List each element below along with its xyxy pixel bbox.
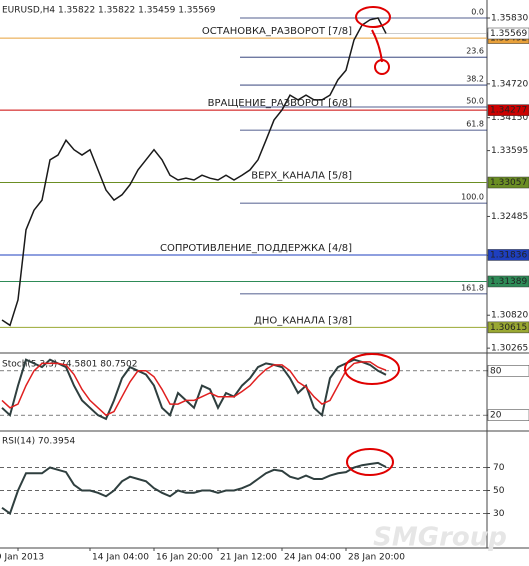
price-box	[487, 321, 529, 334]
series-line	[1, 358, 387, 421]
price-box-label: 1.31836	[490, 250, 527, 260]
level-name: ВЕРХ_КАНАЛА [5/8]	[251, 171, 352, 182]
highlight-circle	[355, 6, 391, 28]
x-tick-label: 16 Jan 20:00	[156, 553, 213, 563]
level-name: ДНО_КАНАЛА [3/8]	[254, 315, 352, 326]
price-box-label: 1.34277	[490, 106, 527, 116]
price-box	[487, 27, 529, 40]
level-name: ВРАЩЕНИЕ_РАЗВОРОТ [6/8]	[208, 98, 353, 109]
price-box-label: 1.33057	[490, 178, 527, 188]
x-tick-label: 28 Jan 20:00	[348, 553, 405, 563]
series-line	[1, 461, 387, 516]
fib-label: 0.0	[471, 8, 484, 17]
y-tick-label: 1.34720	[491, 79, 528, 89]
price-box-label: 1.31389	[490, 277, 527, 287]
price-box-label: 1.35569	[490, 29, 527, 39]
fib-label: 161.8	[461, 283, 484, 292]
fib-label: 23.6	[466, 47, 484, 56]
price-box	[487, 176, 529, 189]
watermark: SMGroup	[373, 523, 507, 553]
level-name: СОПРОТИВЛЕНИЕ_ПОДДЕРЖКА [4/8]	[160, 243, 352, 254]
y-tick-label: 50	[493, 486, 505, 496]
fib-label: 61.8	[466, 120, 484, 129]
price-box	[487, 104, 529, 116]
fib-label: 38.2	[466, 75, 484, 84]
price-box	[487, 365, 529, 377]
x-tick-label: 21 Jan 12:00	[220, 553, 277, 563]
panel-title: Stoch(5,3,3) 74.5801 80.7502	[2, 360, 137, 370]
price-box	[487, 275, 529, 288]
y-tick-label: 1.34150	[491, 113, 528, 123]
y-tick-label: 1.33595	[491, 146, 528, 156]
y-tick-label: 1.32485	[491, 212, 528, 222]
plot: EURUSD,H4 1.35822 1.35822 1.35459 1.3556…	[0, 6, 529, 563]
series-line	[1, 361, 387, 417]
highlight-circle	[346, 448, 394, 476]
highlight-circle	[344, 353, 400, 385]
x-tick-label: 9 Jan 2013	[0, 553, 44, 563]
arrow-head	[374, 59, 390, 75]
price-box	[487, 409, 529, 421]
y-tick-label: 30	[493, 509, 505, 519]
price-box-label: 20	[490, 411, 502, 421]
x-tick-label: 24 Jan 04:00	[284, 553, 341, 563]
fib-label: 50.0	[466, 97, 484, 106]
panel-title: RSI(14) 70.3954	[2, 437, 75, 447]
price-box-label: 1.30615	[490, 323, 527, 333]
y-tick-label: 1.35830	[491, 14, 528, 24]
y-tick-label: 70	[493, 463, 505, 473]
y-tick-label: 1.30820	[491, 311, 528, 321]
fib-label: 100.0	[461, 193, 484, 202]
series-line	[1, 17, 387, 327]
price-box-label: 80	[490, 366, 502, 376]
panel-title: EURUSD,H4 1.35822 1.35822 1.35459 1.3556…	[2, 6, 216, 16]
y-tick-label: 1.30265	[491, 344, 528, 354]
level-name: ОСТАНОВКА_РАЗВОРОТ [7/8]	[202, 26, 352, 37]
price-box	[487, 249, 529, 261]
x-tick-label: 14 Jan 04:00	[92, 553, 149, 563]
